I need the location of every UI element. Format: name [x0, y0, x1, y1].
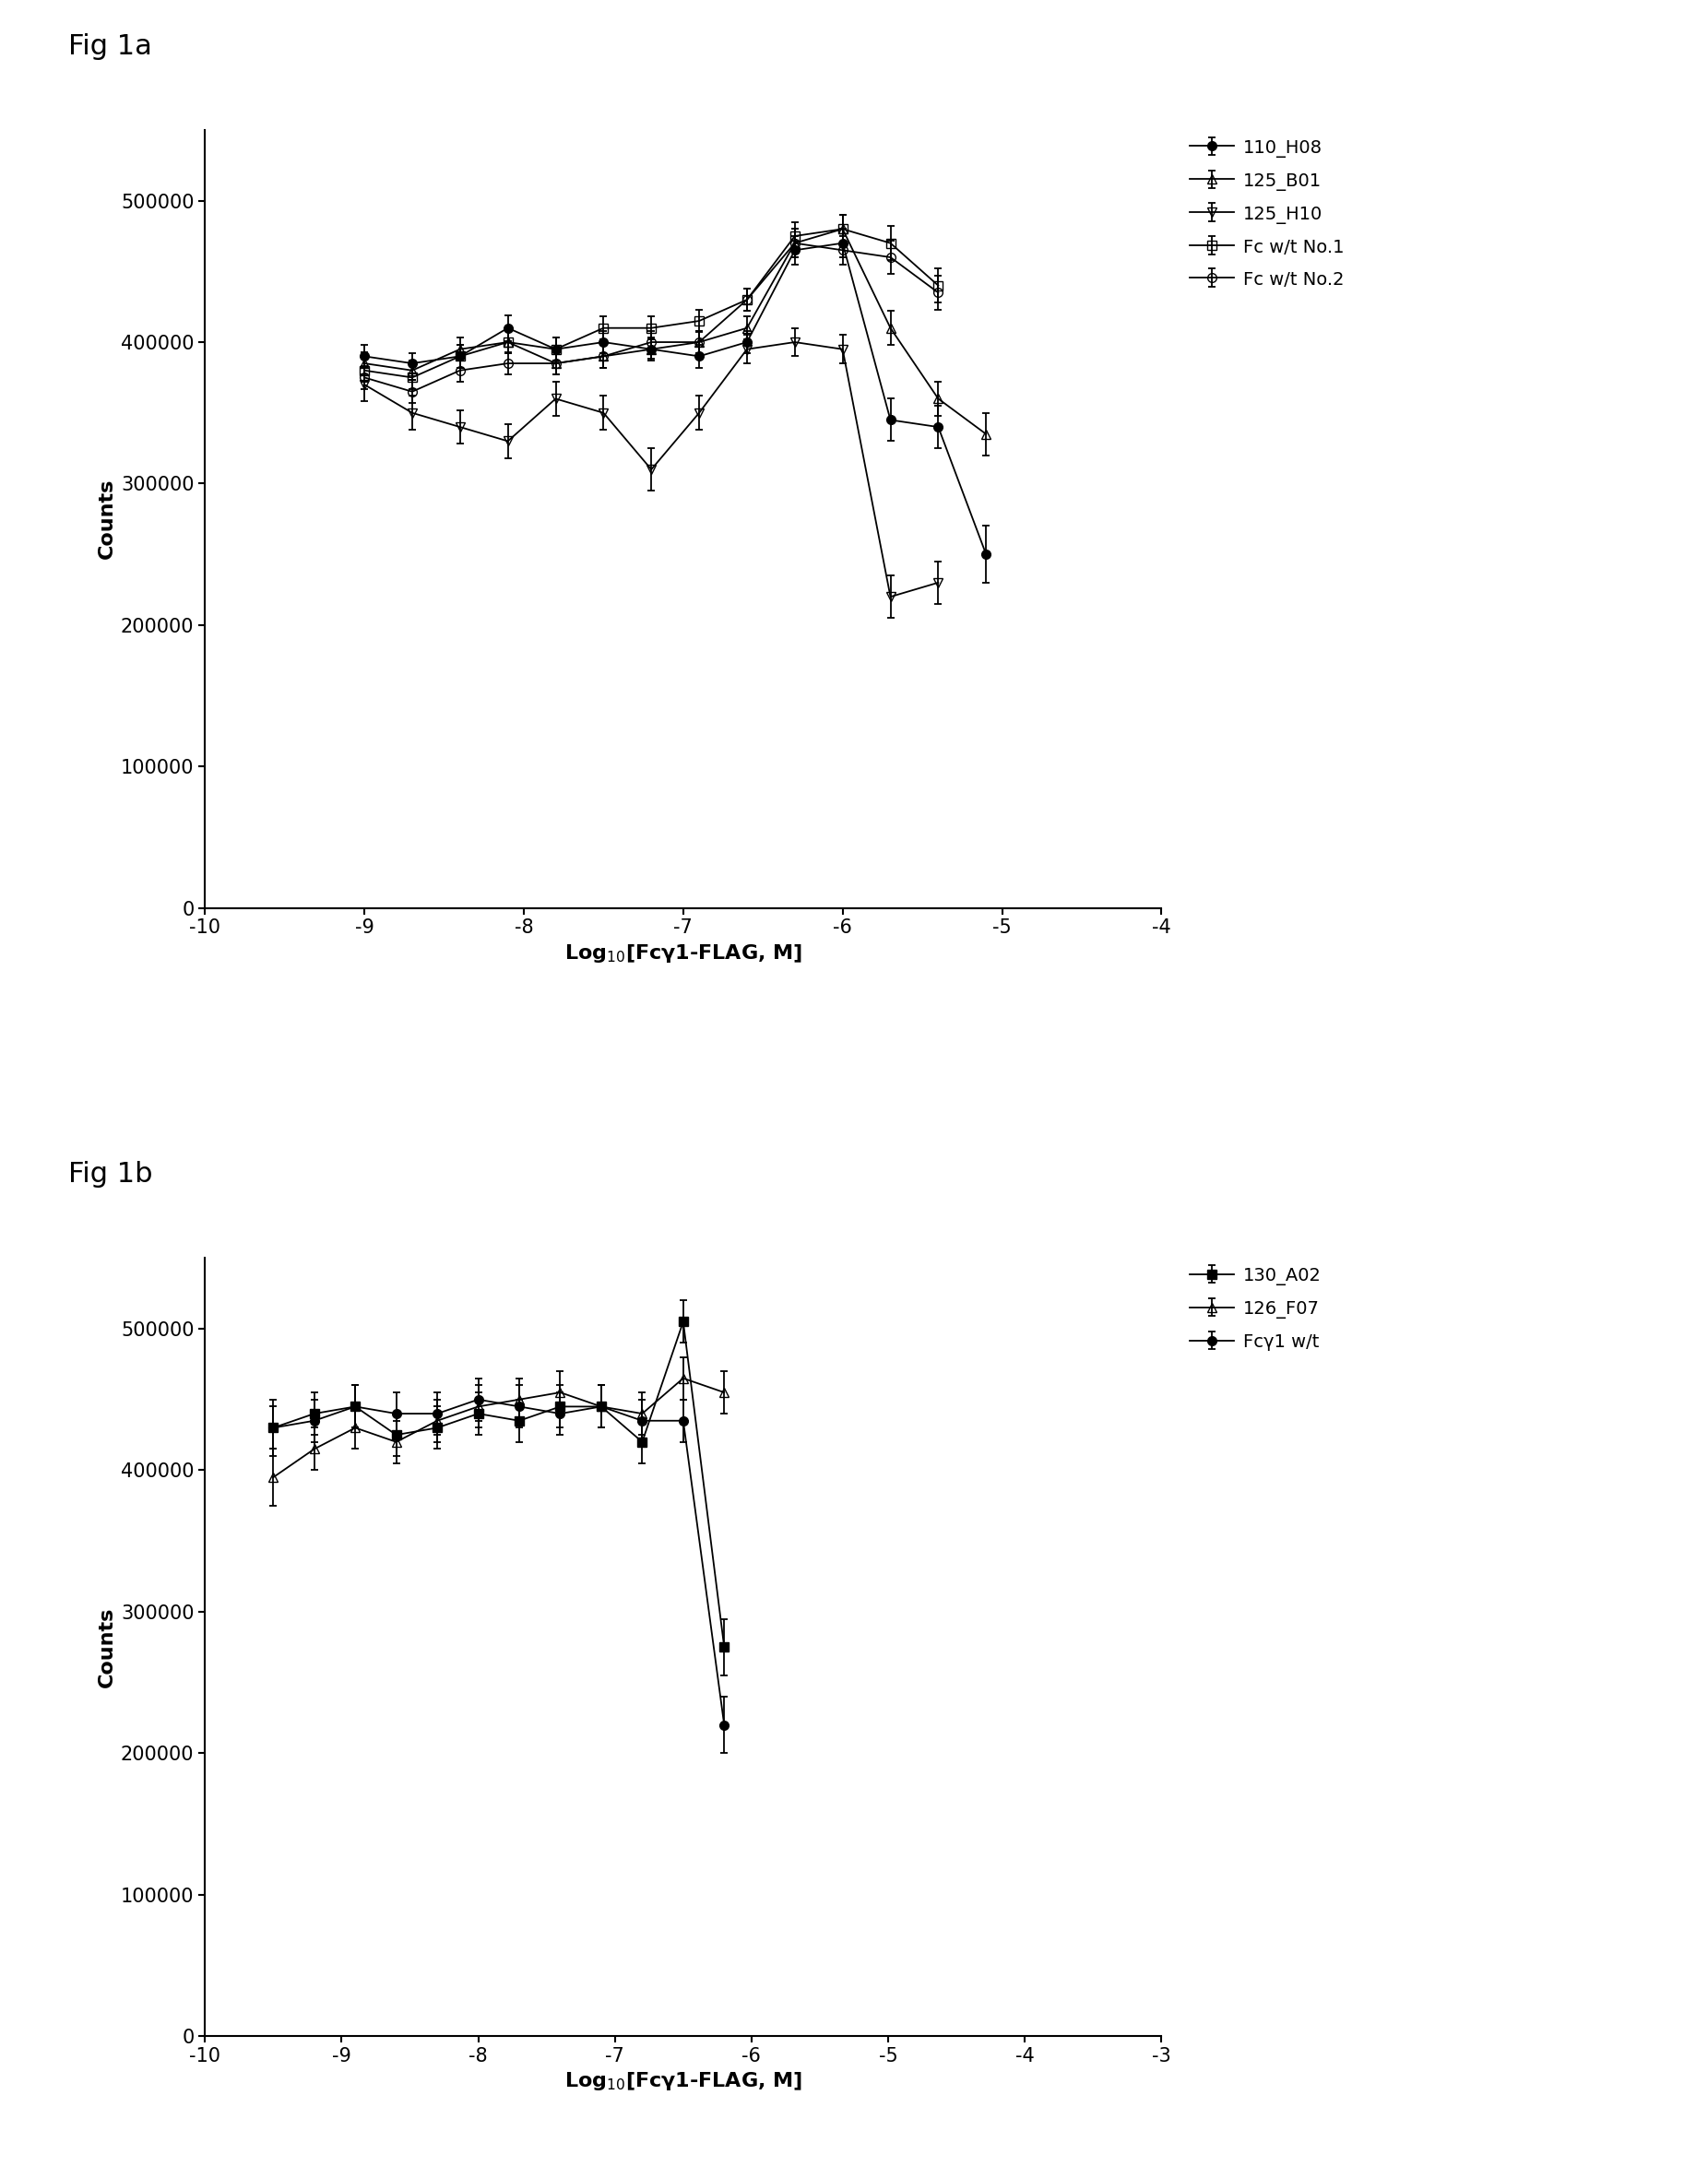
Text: Fig 1a: Fig 1a: [68, 32, 152, 61]
Y-axis label: Counts: Counts: [97, 479, 116, 559]
Legend: 110_H08, 125_B01, 125_H10, Fc w/t No.1, Fc w/t No.2: 110_H08, 125_B01, 125_H10, Fc w/t No.1, …: [1189, 139, 1344, 288]
Text: Fig 1b: Fig 1b: [68, 1161, 152, 1187]
Y-axis label: Counts: Counts: [97, 1607, 116, 1687]
X-axis label: Log$_{10}$[Fcγ1-FLAG, M]: Log$_{10}$[Fcγ1-FLAG, M]: [564, 2071, 803, 2092]
Legend: 130_A02, 126_F07, Fcγ1 w/t: 130_A02, 126_F07, Fcγ1 w/t: [1189, 1267, 1322, 1352]
X-axis label: Log$_{10}$[Fcγ1-FLAG, M]: Log$_{10}$[Fcγ1-FLAG, M]: [564, 942, 803, 964]
